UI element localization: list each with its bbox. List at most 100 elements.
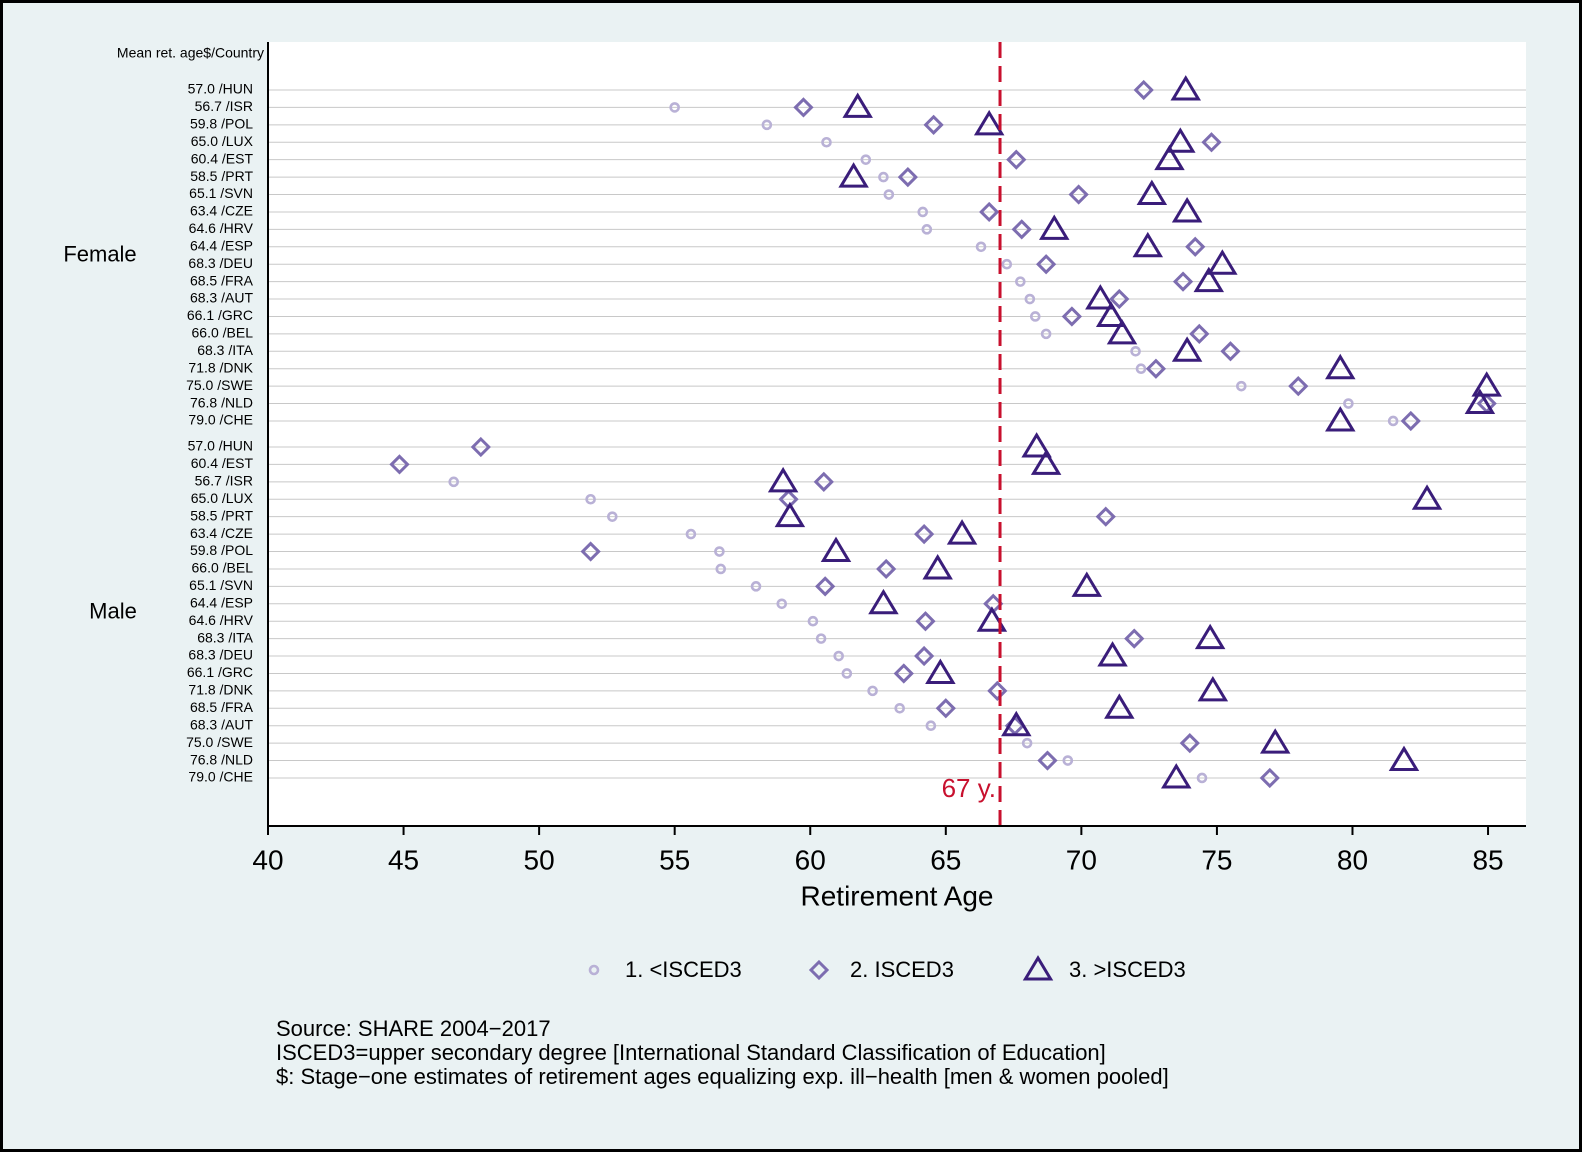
- point-diamond: [897, 166, 918, 188]
- category-label: 68.3 /DEU: [188, 255, 253, 271]
- point-diamond: [1288, 376, 1309, 397]
- x-axis-label: Retirement Age: [801, 880, 994, 911]
- legend-symbol: [808, 959, 830, 981]
- x-tick-label: 60: [795, 844, 826, 875]
- x-tick-label: 80: [1337, 844, 1368, 875]
- point-triangle: [1388, 745, 1420, 772]
- point-triangle: [1136, 179, 1168, 206]
- point-circle: [1015, 276, 1026, 287]
- point-diamond: [1124, 628, 1145, 649]
- point-circle: [1130, 345, 1141, 357]
- y-header: Mean ret. age$/Country: [117, 45, 264, 61]
- point-circle: [833, 650, 845, 662]
- point-triangle: [1197, 675, 1229, 702]
- point-circle: [921, 224, 933, 235]
- category-label: 64.6 /HRV: [189, 612, 254, 628]
- point-triangle: [1030, 449, 1062, 475]
- point-circle: [1062, 755, 1074, 766]
- point-circle: [1001, 258, 1013, 270]
- point-diamond: [893, 663, 914, 684]
- point-circle: [1029, 311, 1041, 322]
- note: Source: SHARE 2004−2017: [276, 1016, 551, 1041]
- point-diamond: [1035, 254, 1057, 275]
- x-tick-label: 85: [1472, 844, 1503, 875]
- category-label: 66.0 /BEL: [192, 560, 254, 576]
- point-triangle: [868, 588, 899, 615]
- point-circle: [1135, 363, 1147, 375]
- point-triangle: [1325, 406, 1356, 432]
- legend-symbol: [1022, 955, 1054, 981]
- category-label: 79.0 /CHE: [188, 769, 253, 785]
- point-circle: [1196, 772, 1208, 784]
- point-circle: [815, 633, 827, 644]
- point-circle: [975, 241, 987, 253]
- x-tick-label: 50: [524, 844, 555, 875]
- point-circle: [669, 102, 680, 113]
- point-circle: [714, 546, 725, 557]
- point-diamond: [1201, 132, 1222, 153]
- category-label: 60.4 /EST: [191, 455, 254, 471]
- category-label: 65.0 /LUX: [191, 490, 254, 506]
- point-circle: [925, 720, 937, 732]
- point-diamond: [987, 680, 1008, 702]
- category-label: 76.8 /NLD: [190, 394, 253, 410]
- point-diamond: [813, 471, 834, 492]
- point-circle: [841, 668, 853, 679]
- point-circle: [860, 154, 872, 165]
- legend-symbol: [588, 964, 600, 976]
- point-triangle: [1207, 249, 1238, 275]
- point-triangle: [1464, 388, 1496, 415]
- point-diamond: [580, 541, 601, 562]
- category-label: 65.0 /LUX: [191, 133, 254, 149]
- category-label: 59.8 /POL: [190, 116, 253, 132]
- category-label: 68.5 /FRA: [190, 699, 254, 715]
- legend-label: 1. <ISCED3: [625, 957, 742, 982]
- category-label: 75.0 /SWE: [186, 377, 253, 393]
- point-diamond: [915, 611, 936, 632]
- group-label: Female: [63, 241, 136, 266]
- point-circle: [867, 685, 878, 697]
- category-label: 68.3 /DEU: [188, 647, 253, 663]
- point-diamond: [913, 523, 935, 545]
- category-label: 71.8 /DNK: [188, 359, 253, 375]
- point-diamond: [923, 114, 944, 135]
- point-triangle: [1106, 318, 1138, 345]
- point-diamond: [876, 558, 897, 580]
- category-label: 60.4 /EST: [191, 150, 254, 166]
- point-circle: [776, 598, 788, 610]
- point-triangle: [1132, 231, 1164, 258]
- point-circle: [807, 615, 819, 627]
- point-triangle: [1193, 266, 1225, 293]
- category-label: 66.0 /BEL: [192, 325, 254, 341]
- point-triangle: [1171, 336, 1203, 362]
- point-triangle: [767, 466, 799, 493]
- point-circle: [715, 563, 727, 575]
- point-diamond: [979, 201, 1000, 223]
- category-label: 68.5 /FRA: [190, 272, 254, 288]
- point-triangle: [1170, 75, 1201, 101]
- point-triangle: [1411, 484, 1443, 510]
- category-label: 57.0 /HUN: [188, 81, 253, 97]
- category-label: 68.3 /ITA: [197, 342, 253, 358]
- point-circle: [750, 581, 762, 592]
- point-diamond: [1006, 149, 1027, 170]
- point-circle: [1040, 328, 1052, 340]
- point-triangle: [1161, 763, 1192, 789]
- point-triangle: [1095, 301, 1127, 327]
- point-diamond: [913, 645, 935, 667]
- category-label: 59.8 /POL: [190, 542, 253, 558]
- point-diamond: [1133, 79, 1154, 101]
- category-label: 57.0 /HUN: [188, 438, 253, 454]
- point-circle: [917, 206, 929, 218]
- category-label: 66.1 /GRC: [187, 307, 253, 323]
- category-label: 64.6 /HRV: [189, 220, 254, 236]
- point-diamond: [1061, 306, 1082, 327]
- point-diamond: [1185, 236, 1206, 257]
- point-diamond: [1095, 506, 1116, 527]
- point-circle: [607, 511, 618, 522]
- point-triangle: [1165, 127, 1196, 153]
- point-diamond: [935, 698, 956, 719]
- category-label: 68.3 /ITA: [197, 629, 253, 645]
- point-diamond: [1220, 341, 1241, 362]
